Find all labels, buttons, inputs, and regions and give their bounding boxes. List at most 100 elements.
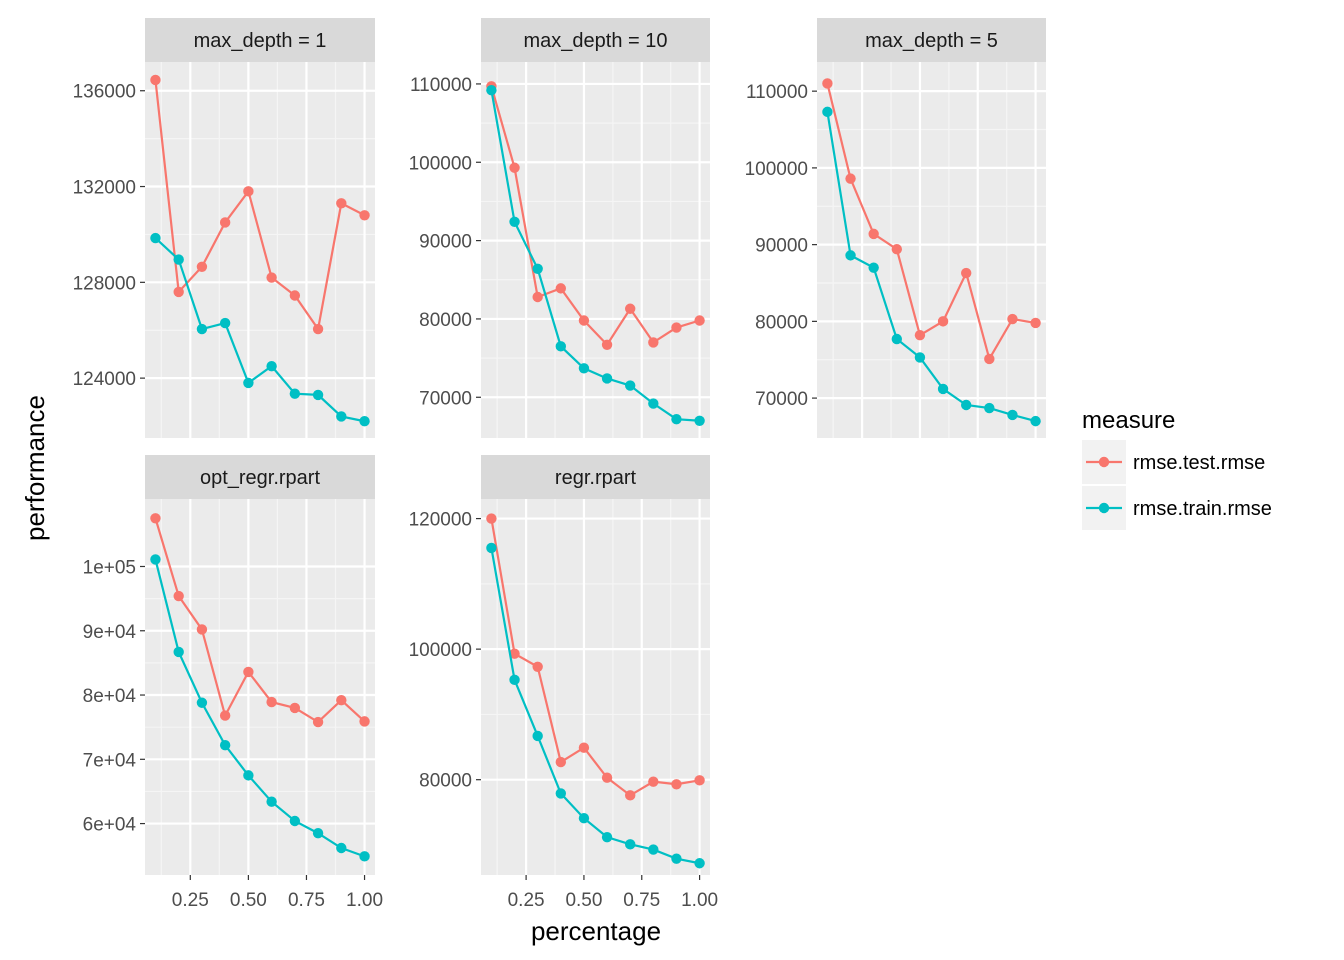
data-point-rmse.test.rmse — [845, 173, 856, 184]
series-line-rmse.train.rmse — [826, 111, 1036, 423]
facet-panel: opt_regr.rpart 6e+04 7e+04 8e+04 9e+04 1e+05 0… — [83, 455, 383, 911]
data-point-rmse.train.rmse — [601, 831, 613, 843]
y-axis-title: performance — [20, 395, 50, 541]
data-point-rmse.test.rmse — [266, 696, 277, 708]
data-point-rmse.train.rmse — [243, 377, 254, 389]
y-tick-label: 70000 — [419, 388, 472, 409]
data-point-rmse.test.rmse — [266, 272, 277, 283]
y-tick-label: 132000 — [73, 178, 136, 199]
series-line-rmse.test.rmse — [490, 85, 700, 347]
data-point-rmse.train.rmse — [984, 402, 995, 414]
data-point-rmse.test.rmse — [532, 291, 543, 303]
data-point-rmse.train.rmse — [532, 263, 543, 274]
data-point-rmse.train.rmse — [671, 853, 682, 864]
data-point-rmse.train.rmse — [243, 770, 254, 781]
data-point-rmse.train.rmse — [555, 788, 567, 799]
x-tick-label: 0.75 — [288, 890, 325, 911]
data-point-rmse.test.rmse — [555, 756, 567, 768]
data-point-rmse.test.rmse — [243, 666, 254, 678]
y-tick-label: 110000 — [746, 82, 808, 103]
y-tick-label: 100000 — [409, 153, 472, 174]
data-point-rmse.train.rmse — [648, 398, 659, 409]
data-point-rmse.train.rmse — [336, 842, 347, 854]
facet-strip-label: max_depth = 10 — [524, 30, 668, 52]
data-point-rmse.test.rmse — [624, 790, 636, 801]
data-point-rmse.train.rmse — [624, 839, 636, 850]
panel-background — [481, 62, 710, 438]
facet-strip-label: regr.rpart — [555, 467, 637, 489]
x-tick-label: 0.50 — [230, 890, 267, 911]
y-tick-label: 9e+04 — [83, 622, 137, 643]
facet-panel: regr.rpart 80000 100000 120000 0.25 0.50 0.75 1… — [409, 455, 718, 911]
data-point-rmse.test.rmse — [671, 779, 682, 790]
data-point-rmse.train.rmse — [312, 389, 324, 401]
data-point-rmse.test.rmse — [1007, 313, 1018, 325]
data-point-rmse.test.rmse — [694, 775, 705, 786]
data-point-rmse.train.rmse — [671, 414, 682, 425]
data-point-rmse.test.rmse — [312, 716, 324, 728]
y-tick-label: 120000 — [409, 510, 472, 531]
x-tick-label: 0.75 — [623, 890, 660, 911]
data-point-rmse.train.rmse — [359, 416, 370, 427]
data-point-rmse.test.rmse — [601, 339, 613, 350]
series-line-rmse.train.rmse — [154, 237, 365, 423]
data-point-rmse.test.rmse — [601, 772, 613, 783]
legend: measure rmse.test.rmse rmse.train.rmse — [1082, 407, 1272, 530]
data-point-rmse.train.rmse — [289, 815, 301, 827]
y-tick-label: 6e+04 — [83, 815, 137, 836]
data-point-rmse.test.rmse — [509, 162, 520, 173]
data-point-rmse.train.rmse — [891, 333, 903, 345]
data-point-rmse.test.rmse — [486, 513, 497, 524]
data-point-rmse.train.rmse — [266, 796, 277, 807]
data-point-rmse.train.rmse — [486, 542, 497, 554]
data-point-rmse.train.rmse — [694, 858, 705, 869]
data-point-rmse.test.rmse — [694, 315, 705, 326]
facet-strip — [481, 455, 710, 499]
y-tick-label: 110000 — [410, 75, 472, 96]
data-point-rmse.train.rmse — [578, 813, 590, 824]
data-point-rmse.train.rmse — [509, 674, 520, 686]
y-tick-label: 100000 — [745, 159, 808, 180]
facet-strip-label: opt_regr.rpart — [200, 467, 321, 489]
data-point-rmse.train.rmse — [601, 373, 613, 384]
data-point-rmse.test.rmse — [150, 74, 161, 86]
series-line-rmse.test.rmse — [490, 518, 700, 797]
y-tick-label: 90000 — [419, 232, 472, 253]
facet-strip — [481, 18, 710, 62]
data-point-rmse.test.rmse — [578, 315, 590, 326]
data-point-rmse.test.rmse — [173, 286, 184, 298]
data-point-rmse.test.rmse — [868, 228, 879, 240]
x-tick-label: 0.50 — [565, 890, 602, 911]
legend-item: rmse.test.rmse — [1082, 440, 1265, 484]
legend-key-point — [1098, 456, 1110, 468]
data-point-rmse.test.rmse — [555, 283, 567, 294]
data-point-rmse.test.rmse — [243, 186, 254, 197]
data-point-rmse.test.rmse — [359, 716, 370, 727]
data-point-rmse.test.rmse — [624, 303, 636, 314]
data-point-rmse.test.rmse — [336, 198, 347, 209]
data-point-rmse.train.rmse — [648, 844, 659, 855]
y-tick-label: 7e+04 — [83, 750, 137, 771]
data-point-rmse.test.rmse — [173, 590, 184, 602]
facet-panel: max_depth = 1 124000 128000 132000 136000 — [73, 18, 375, 438]
y-tick-label: 80000 — [419, 310, 472, 331]
y-tick-label: 8e+04 — [83, 686, 137, 707]
facet-strip — [145, 455, 375, 499]
series-line-rmse.test.rmse — [826, 83, 1036, 362]
panel-background — [145, 62, 375, 438]
data-point-rmse.train.rmse — [196, 323, 208, 335]
y-tick-label: 128000 — [73, 273, 136, 294]
y-tick-label: 100000 — [409, 640, 472, 661]
data-point-rmse.test.rmse — [289, 290, 301, 301]
data-point-rmse.train.rmse — [312, 828, 324, 839]
panel-background — [817, 62, 1046, 438]
data-point-rmse.test.rmse — [219, 710, 231, 721]
panel-background — [481, 499, 710, 875]
data-point-rmse.test.rmse — [671, 322, 682, 333]
data-point-rmse.train.rmse — [960, 399, 972, 411]
data-point-rmse.train.rmse — [266, 360, 277, 372]
data-point-rmse.train.rmse — [555, 341, 567, 352]
y-tick-label: 1e+05 — [83, 557, 136, 578]
data-point-rmse.train.rmse — [219, 317, 231, 329]
data-point-rmse.train.rmse — [336, 411, 347, 422]
